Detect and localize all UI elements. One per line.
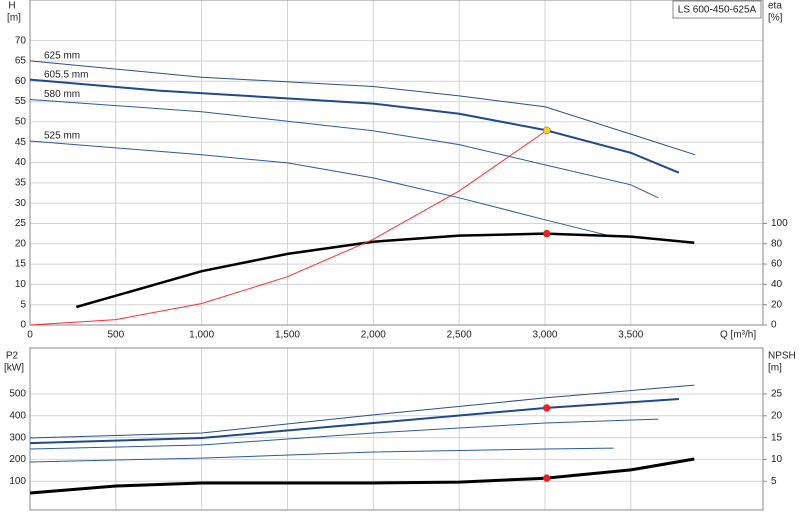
y2-tick-label: 25 <box>771 389 783 400</box>
y2-tick-label: 0 <box>771 320 777 331</box>
curve <box>29 457 695 495</box>
operating-point <box>542 126 551 135</box>
x-tick-label: 3,000 <box>532 330 557 341</box>
y2-tick-label: 40 <box>771 279 783 290</box>
curve-label: 605.5 mm <box>44 69 88 80</box>
curve <box>29 140 614 238</box>
curve <box>29 129 547 326</box>
curve <box>75 232 695 309</box>
curve <box>29 60 696 156</box>
curve-label: 525 mm <box>44 131 80 142</box>
y-tick-label: 40 <box>15 157 27 168</box>
curve-label: 580 mm <box>44 89 80 100</box>
plot-frame <box>29 347 764 511</box>
x-tick-label: 2,500 <box>447 330 472 341</box>
y2-axis-unit: [m] <box>768 363 782 374</box>
x-axis-label: Q [m³/h] <box>720 330 756 341</box>
curve <box>29 447 614 463</box>
y2-axis-label: eta <box>768 1 782 12</box>
y-tick-label: 55 <box>15 96 27 107</box>
y-tick-label: 5 <box>20 299 26 310</box>
chart-title: LS 600-450-625A <box>678 5 757 16</box>
x-tick-label: 500 <box>107 330 124 341</box>
y2-tick-label: 15 <box>771 432 783 443</box>
x-tick-label: 0 <box>27 330 33 341</box>
x-tick-label: 2,000 <box>361 330 386 341</box>
y-tick-label: 30 <box>15 198 27 209</box>
operating-point <box>542 229 551 238</box>
y2-tick-label: 20 <box>771 299 783 310</box>
y2-axis-label: NPSH <box>768 351 796 362</box>
y2-tick-label: 5 <box>771 476 777 487</box>
y2-tick-label: 60 <box>771 259 783 270</box>
y-tick-label: 100 <box>9 476 26 487</box>
y-tick-label: 200 <box>9 454 26 465</box>
y-tick-label: 25 <box>15 218 27 229</box>
y-tick-label: 10 <box>15 279 27 290</box>
y2-tick-label: 10 <box>771 454 783 465</box>
y-tick-label: 45 <box>15 137 27 148</box>
x-tick-label: 3,500 <box>618 330 643 341</box>
curve-label: 625 mm <box>44 51 80 62</box>
y-tick-label: 50 <box>15 117 27 128</box>
y2-tick-label: 80 <box>771 238 783 249</box>
y-tick-label: 400 <box>9 410 26 421</box>
curve <box>29 398 679 445</box>
y2-axis-unit: [%] <box>768 13 783 24</box>
x-tick-label: 1,500 <box>275 330 300 341</box>
y-axis-unit: [m] <box>7 13 21 24</box>
title-box <box>672 0 762 19</box>
y-tick-label: 15 <box>15 259 27 270</box>
y-axis-unit: [kW] <box>4 363 24 374</box>
y2-tick-label: 20 <box>771 410 783 421</box>
y-tick-label: 0 <box>20 320 26 331</box>
y-axis-label: P2 <box>6 351 19 362</box>
y-tick-label: 35 <box>15 177 27 188</box>
y-tick-label: 60 <box>15 76 27 87</box>
x-tick-label: 1,000 <box>189 330 214 341</box>
y-axis-label: H <box>8 1 15 12</box>
curve <box>29 418 659 450</box>
y-tick-label: 70 <box>15 35 27 46</box>
y2-tick-label: 100 <box>771 218 788 229</box>
y-tick-label: 20 <box>15 238 27 249</box>
y-tick-label: 500 <box>9 389 26 400</box>
y-tick-label: 300 <box>9 432 26 443</box>
curve <box>29 384 695 439</box>
y-tick-label: 65 <box>15 56 27 67</box>
curve <box>29 78 680 174</box>
operating-point <box>542 474 551 482</box>
curve <box>29 99 659 199</box>
operating-point <box>542 404 551 412</box>
plot-frame <box>29 0 764 326</box>
